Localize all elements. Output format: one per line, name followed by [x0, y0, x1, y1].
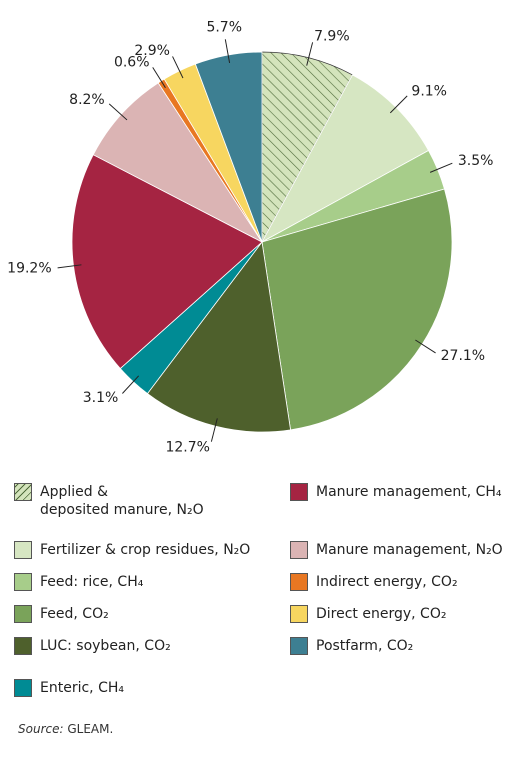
- legend-swatch: [14, 573, 32, 591]
- legend-item: Feed: rice, CH₄: [14, 573, 143, 591]
- legend-label: Enteric, CH₄: [40, 680, 124, 696]
- legend-swatch: [290, 483, 308, 501]
- leader-line: [122, 375, 140, 394]
- legend-swatch: [14, 541, 32, 559]
- legend-item: Enteric, CH₄: [14, 679, 124, 697]
- legend-swatch: [290, 541, 308, 559]
- data-label: 9.1%: [411, 84, 447, 100]
- data-label: 3.1%: [83, 390, 119, 406]
- legend-item: Manure management, N₂O: [290, 541, 503, 559]
- leader-line: [306, 42, 314, 66]
- leader-line: [429, 162, 453, 173]
- legend-swatch: [14, 483, 32, 501]
- leader-line: [210, 418, 218, 442]
- legend-item: Applied & deposited manure, N₂O: [14, 483, 204, 519]
- leader-line: [152, 67, 166, 88]
- legend-label: Postfarm, CO₂: [316, 638, 414, 654]
- legend-swatch: [14, 605, 32, 623]
- leader-line: [224, 39, 231, 63]
- data-label: 8.2%: [69, 92, 105, 108]
- legend-item: Manure management, CH₄: [290, 483, 502, 501]
- legend-item: Indirect energy, CO₂: [290, 573, 458, 591]
- legend-label: Direct energy, CO₂: [316, 606, 447, 622]
- legend-swatch: [14, 637, 32, 655]
- legend-label: LUC: soybean, CO₂: [40, 638, 171, 654]
- legend-swatch: [290, 637, 308, 655]
- source-label: Source:: [18, 722, 64, 736]
- legend-swatch: [14, 679, 32, 697]
- legend-label: Fertilizer & crop residues, N₂O: [40, 542, 251, 558]
- leader-line: [389, 95, 408, 114]
- legend-label: Feed, CO₂: [40, 606, 109, 622]
- legend-item: LUC: soybean, CO₂: [14, 637, 171, 655]
- data-label: 27.1%: [441, 348, 485, 364]
- pie-chart: 7.9% 9.1% 3.5% 27.1% 12.7% 3.1% 19.2% 8.2% 0.6%2…: [7, 19, 494, 456]
- data-label: 3.5%: [458, 153, 494, 169]
- legend-label: Manure management, N₂O: [316, 542, 503, 558]
- legend-item: Feed, CO₂: [14, 605, 109, 623]
- legend-item: Fertilizer & crop residues, N₂O: [14, 541, 250, 559]
- legend-item: Direct energy, CO₂: [290, 605, 446, 623]
- data-label: 19.2%: [7, 261, 51, 277]
- data-label: 7.9%: [314, 28, 350, 44]
- leader-line: [172, 56, 184, 79]
- legend-swatch: [290, 573, 308, 591]
- data-label: 2.9%: [134, 43, 170, 59]
- legend-label: Feed: rice, CH₄: [40, 574, 144, 590]
- leader-line: [415, 339, 436, 354]
- legend-swatch: [290, 605, 308, 623]
- data-label: 0.6%: [114, 54, 150, 70]
- leader-line: [57, 264, 82, 269]
- legend-item: Postfarm, CO₂: [290, 637, 413, 655]
- legend-label: Manure management, CH₄: [316, 484, 502, 500]
- data-label: 12.7%: [165, 440, 209, 456]
- source: Source: GLEAM.: [18, 722, 113, 736]
- legend-label: Indirect energy, CO₂: [316, 574, 458, 590]
- legend-label: Applied & deposited manure, N₂O: [40, 484, 204, 518]
- data-label: 5.7%: [206, 19, 242, 35]
- source-text: GLEAM.: [67, 722, 114, 736]
- leader-line: [108, 103, 128, 121]
